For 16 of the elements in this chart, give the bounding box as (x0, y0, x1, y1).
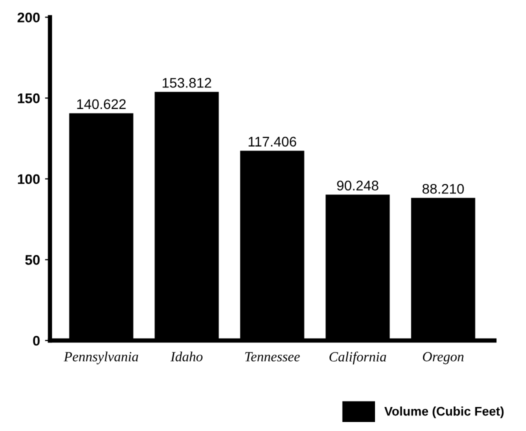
x-tick-label: Tennessee (245, 352, 300, 362)
data-label: 117.406 (248, 136, 296, 147)
y-tick-label: 200 (18, 12, 40, 22)
x-tick-label: Pennsylvania (64, 352, 138, 364)
data-label: 140.622 (77, 99, 126, 110)
y-tick-label: 100 (18, 174, 40, 184)
data-label: 90.248 (337, 180, 378, 190)
x-tick-label: California (330, 352, 386, 364)
data-label: 88.210 (422, 184, 464, 194)
y-tick-label: 0 (33, 336, 40, 346)
x-tick-label: Oregon (422, 352, 464, 364)
data-label: 153.812 (162, 78, 212, 88)
y-tick-label: 150 (18, 93, 40, 104)
legend-label: Volume (Cubic Feet) (384, 406, 504, 418)
y-tick-label: 50 (25, 255, 40, 265)
x-tick-label: Idaho (170, 352, 203, 362)
